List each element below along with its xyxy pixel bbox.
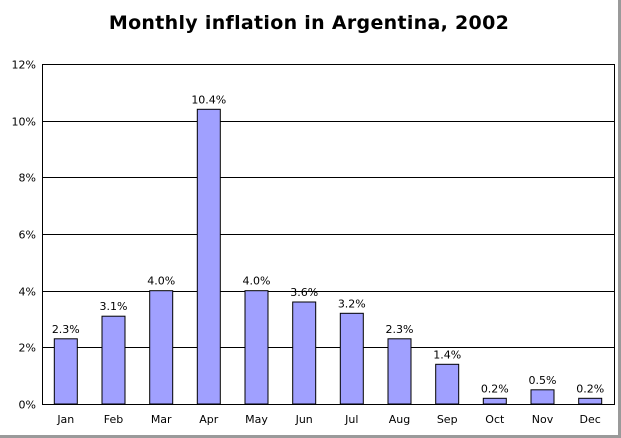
data-label: 4.0% (243, 275, 271, 288)
x-tick-label: Mar (151, 413, 172, 426)
bar-oct (482, 397, 507, 405)
bars (53, 108, 603, 405)
plot-area-border (42, 64, 615, 405)
data-labels: 2.3% 3.1% 4.0% 10.4% 4.0% 3.6% 3.2% 2.3% 1.4% 0.2… (52, 93, 604, 395)
y-tick-label: 8% (19, 172, 36, 185)
x-tick-label: Apr (199, 413, 219, 426)
y-tick-label: 2% (19, 342, 36, 355)
chart-title: Monthly inflation in Argentina, 2002 (108, 12, 510, 34)
y-tick-label: 12% (12, 59, 36, 72)
bar-nov (530, 389, 555, 405)
data-label: 4.0% (147, 275, 175, 288)
x-tick-label: Jul (344, 413, 358, 426)
x-tick-label: Jan (56, 413, 74, 426)
x-tick-label: Sep (437, 413, 458, 426)
bar-jun (292, 301, 317, 405)
bar-jul (339, 312, 364, 405)
data-label: 0.2% (481, 382, 509, 395)
x-tick-label: Jun (295, 413, 313, 426)
bar-dec (578, 397, 603, 405)
data-label: 2.3% (52, 323, 80, 336)
bar-apr (196, 108, 221, 405)
x-tick-label: Feb (104, 413, 123, 426)
y-tick-label: 10% (12, 116, 36, 129)
data-label: 1.4% (433, 348, 461, 361)
bar-aug (387, 338, 412, 405)
x-tick-label: Aug (389, 413, 410, 426)
bar-mar (149, 290, 174, 405)
y-tick-label: 4% (19, 286, 36, 299)
x-tick-label: Dec (580, 413, 601, 426)
x-tick-labels: Jan Feb Mar Apr May Jun Jul Aug Sep Oct Nov Dec (56, 413, 601, 426)
data-label: 0.2% (576, 382, 604, 395)
x-tick-label: Oct (485, 413, 505, 426)
data-label: 3.2% (338, 297, 366, 310)
data-label: 0.5% (529, 374, 557, 387)
y-tick-labels: 0% 2% 4% 6% 8% 10% 12% (12, 59, 36, 412)
data-label: 2.3% (386, 323, 414, 336)
data-label: 3.1% (100, 300, 128, 313)
bar-jan (53, 338, 78, 405)
bar-feb (101, 315, 126, 405)
y-tick-label: 6% (19, 229, 36, 242)
bar-may (244, 290, 269, 405)
y-tick-label: 0% (19, 399, 36, 412)
data-label: 3.6% (290, 286, 318, 299)
x-tick-label: Nov (532, 413, 554, 426)
bar-sep (435, 363, 460, 405)
data-label: 10.4% (191, 93, 226, 106)
x-tick-label: May (245, 413, 268, 426)
gridlines (42, 64, 614, 405)
